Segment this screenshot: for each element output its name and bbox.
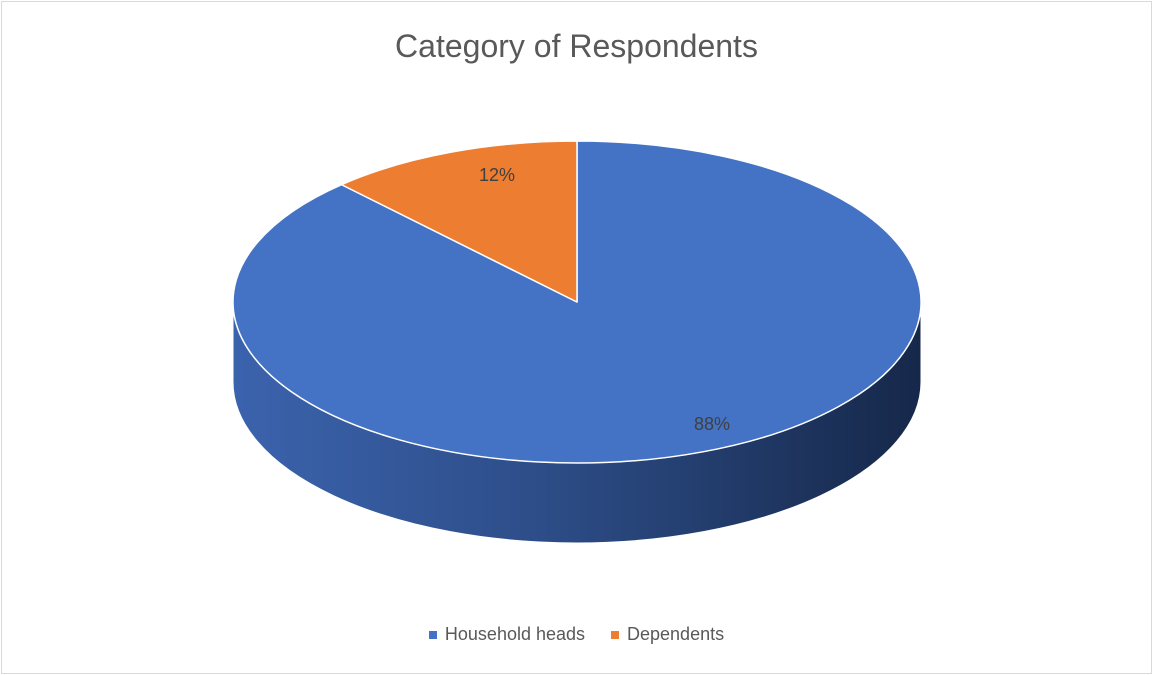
legend-item-household-heads: Household heads [428, 624, 586, 645]
legend-item-dependents: Dependents [611, 624, 724, 645]
data-label-dependents: 12% [479, 165, 515, 185]
chart-title: Category of Respondents [395, 28, 758, 64]
legend: Household heads Dependents [0, 624, 1153, 645]
data-label-household-heads: 88% [694, 414, 730, 434]
legend-label-dependents: Dependents [627, 624, 725, 644]
pie-slice-dependents [340, 140, 578, 303]
legend-label-household-heads: Household heads [444, 624, 586, 644]
legend-swatch-dependents [611, 630, 620, 639]
legend-swatch-household-heads [428, 630, 437, 639]
